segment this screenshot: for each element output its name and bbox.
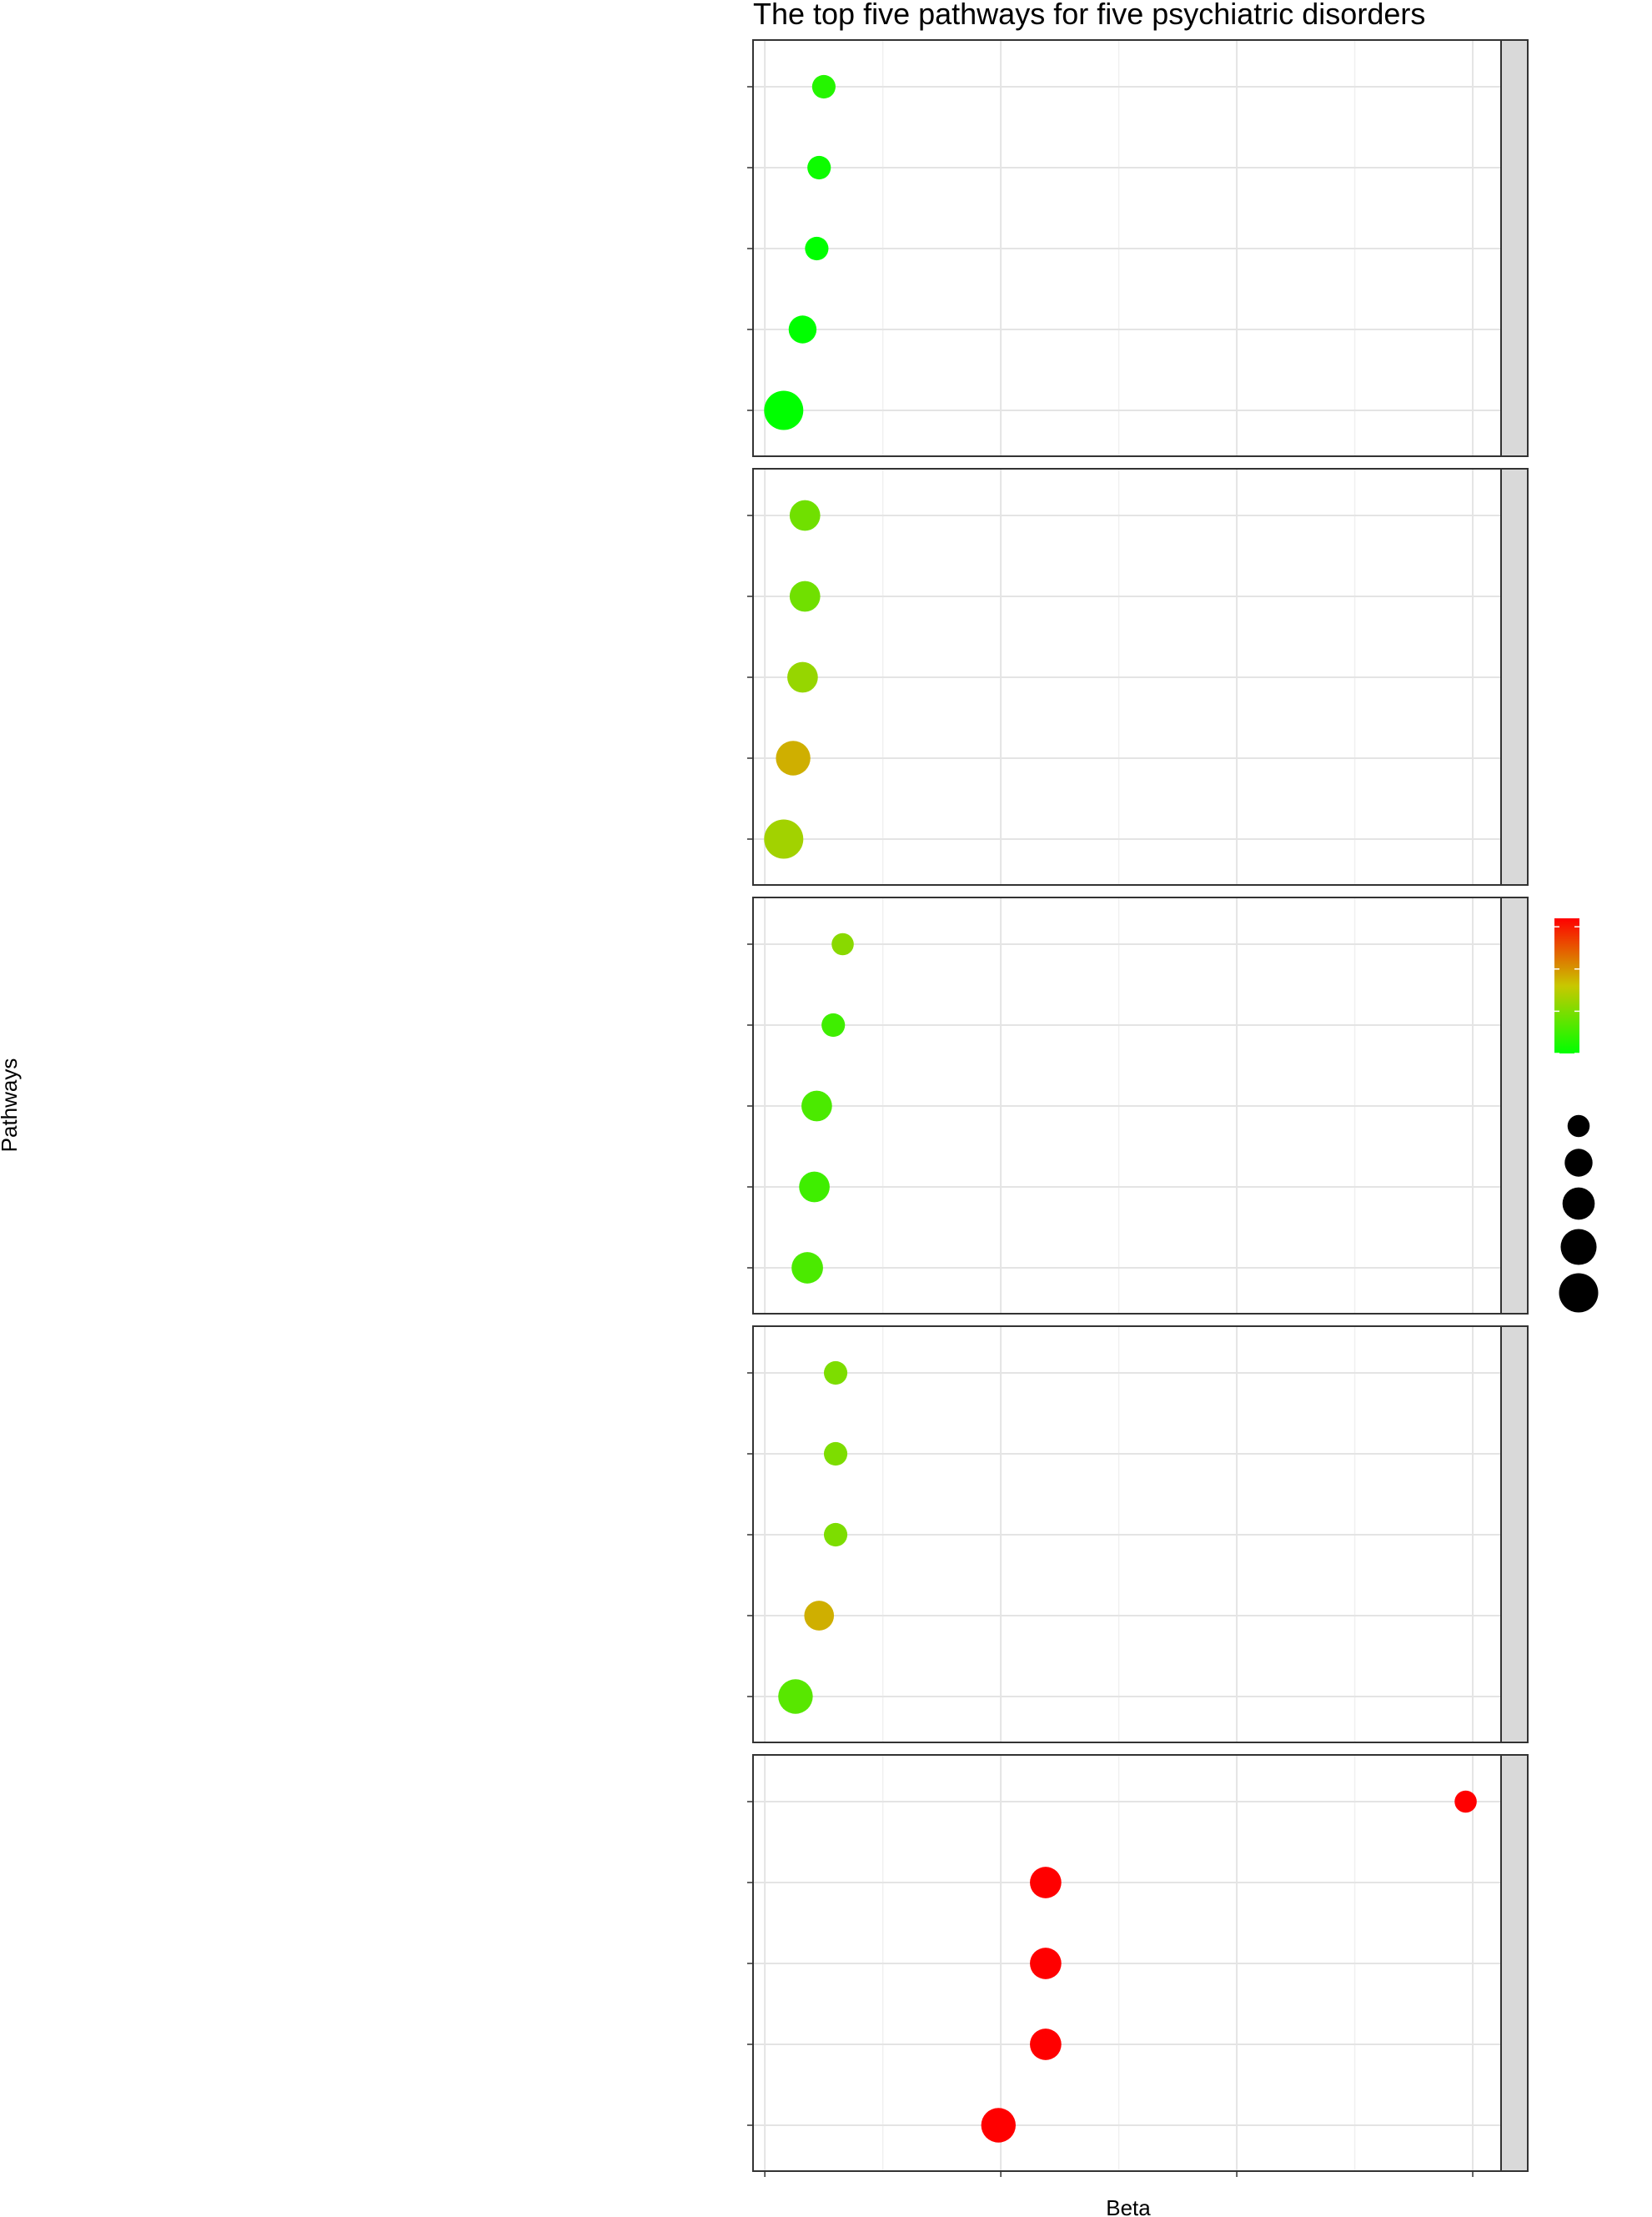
size-legend-circle <box>1562 1187 1595 1220</box>
data-point <box>778 1679 813 1714</box>
data-point <box>823 1522 848 1547</box>
size-legend <box>1559 1114 1599 1313</box>
color-legend-bar <box>1554 918 1579 1053</box>
panels <box>747 39 1529 2172</box>
color-legend <box>1554 918 1579 1054</box>
data-point <box>764 819 804 859</box>
chart-title: The top five pathways for five psychiatr… <box>753 0 1425 31</box>
facet-strip <box>1500 39 1529 457</box>
data-point <box>1454 1790 1477 1813</box>
facet-panel-asd <box>747 468 1529 886</box>
facet-panel-scz <box>747 1754 1529 2172</box>
x-axis-title: Beta <box>1106 2195 1151 2217</box>
data-point <box>1030 1867 1062 1898</box>
facet-strip <box>1500 1754 1529 2172</box>
data-point <box>791 1252 823 1284</box>
data-point <box>811 74 836 99</box>
facet-strip <box>1500 897 1529 1315</box>
facet-strip <box>1500 468 1529 886</box>
data-point <box>788 315 817 344</box>
data-point <box>981 2108 1016 2143</box>
data-point <box>764 390 804 430</box>
size-legend-circle <box>1567 1114 1590 1138</box>
data-point <box>787 661 818 693</box>
facet-panel-mdd <box>747 1325 1529 1743</box>
x-axis <box>764 2171 1474 2177</box>
data-point <box>799 1171 830 1203</box>
data-point <box>1030 2028 1062 2060</box>
data-point <box>789 581 821 612</box>
size-legend-circle <box>1559 1273 1599 1313</box>
data-point <box>804 1601 835 1631</box>
data-point <box>807 155 831 180</box>
size-legend-circle <box>1560 1229 1597 1265</box>
data-point <box>805 236 829 261</box>
facet-strip <box>1500 1325 1529 1743</box>
data-point <box>823 1441 848 1466</box>
y-axis-title: Pathways <box>0 1058 22 1153</box>
size-legend-circle <box>1564 1149 1593 1177</box>
data-point <box>789 500 821 531</box>
data-point <box>1030 1948 1062 1979</box>
data-point <box>821 1013 846 1038</box>
facet-panel-bip <box>747 897 1529 1315</box>
facet-panel-adhd <box>747 39 1529 457</box>
data-point <box>823 1360 848 1385</box>
data-point <box>776 741 811 776</box>
data-point <box>801 1090 832 1122</box>
data-point <box>831 933 854 956</box>
